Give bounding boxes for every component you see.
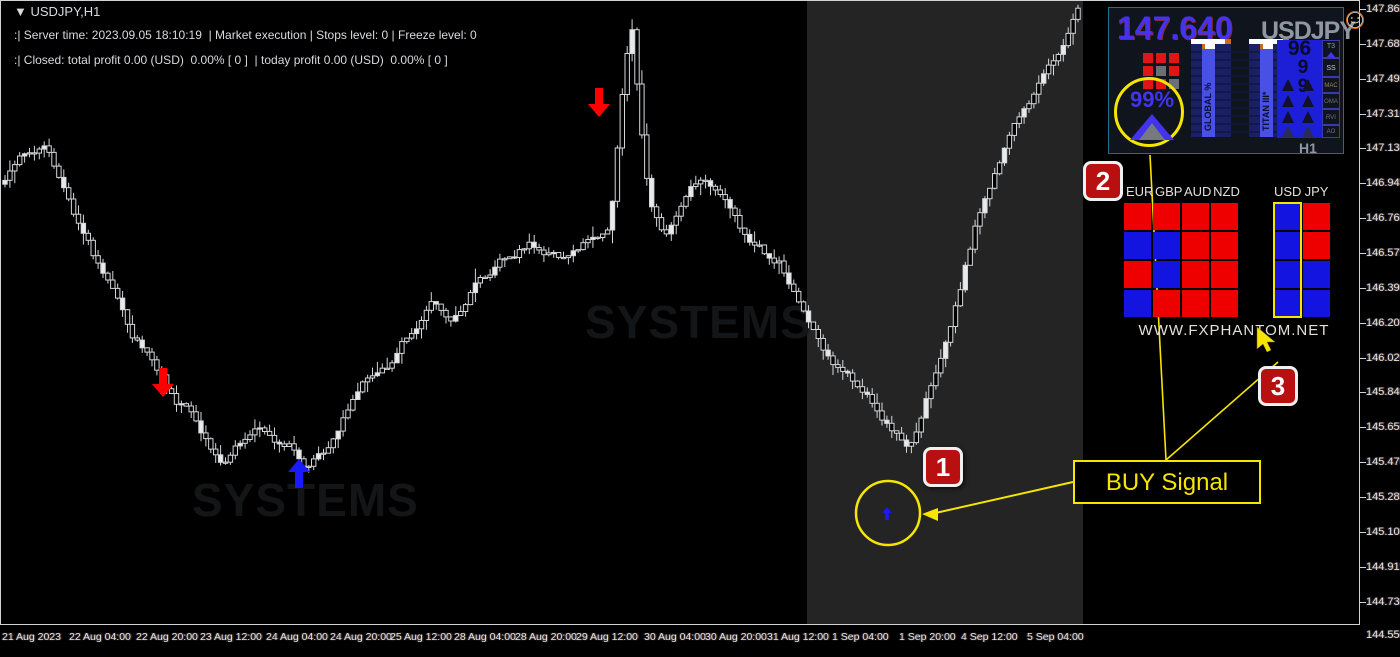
svg-text:GLOBAL %: GLOBAL % [1203,83,1213,131]
svg-text:TITAN III*: TITAN III* [1261,91,1271,131]
